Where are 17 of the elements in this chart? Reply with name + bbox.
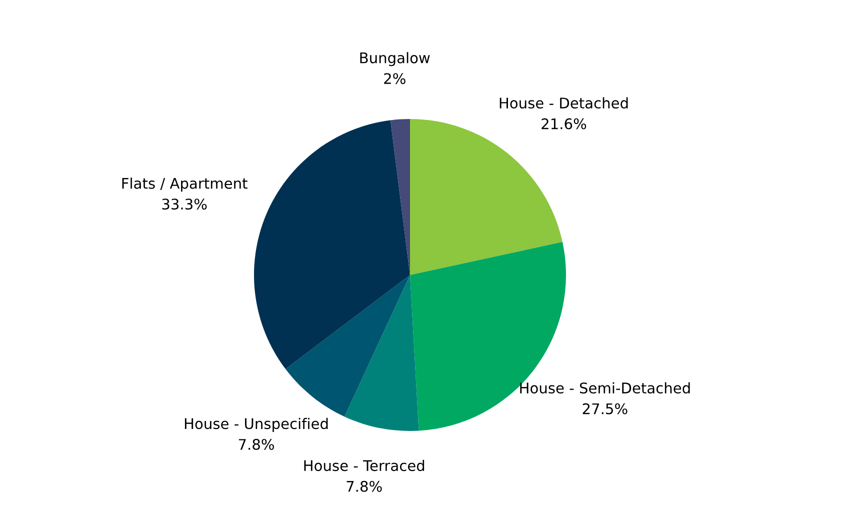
slice-label: House - Terraced — [304, 460, 424, 472]
data-label: 21.6% — [542, 118, 586, 130]
pie-slice — [344, 275, 419, 431]
pie-slice — [410, 242, 566, 431]
data-label: 2% — [384, 73, 406, 84]
data-label: 27.5% — [582, 403, 628, 414]
slice-label: House - Unspecified — [184, 418, 328, 432]
data-label: 33.3% — [162, 198, 207, 210]
data-label: 7.8% — [346, 480, 382, 492]
pie-slice — [254, 120, 410, 370]
slice-label: House - Detached — [500, 97, 628, 109]
data-label: 7.8% — [238, 438, 274, 450]
slice-label: Bungalow — [360, 52, 430, 66]
slice-label: Flats / Apartment — [122, 178, 248, 192]
pie-slice — [286, 275, 410, 417]
pie-slice — [390, 119, 410, 275]
slice-label: House - Semi-Detached — [520, 382, 690, 394]
